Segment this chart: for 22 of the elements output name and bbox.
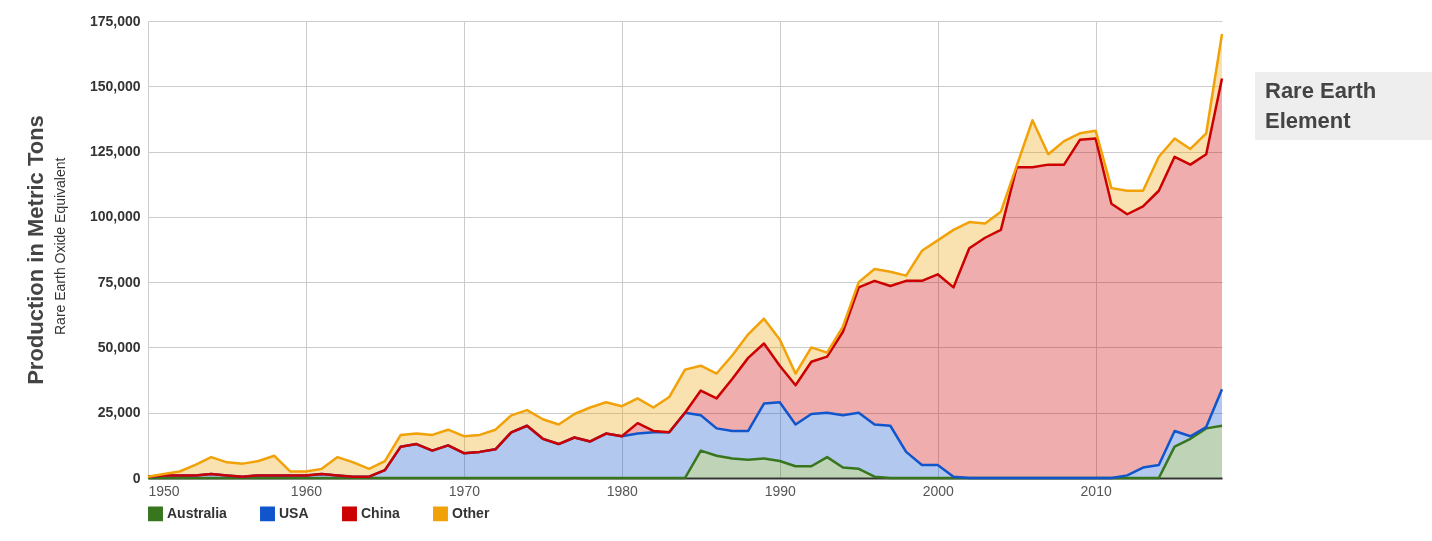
y-tick-label: 75,000 [97,273,141,290]
y-tick-label: 100,000 [89,208,141,225]
y-axis-title: Production in Metric Tons [22,115,48,385]
y-tick-label: 50,000 [97,338,141,355]
x-tick-label: 1960 [290,482,323,499]
x-tick-label: 1990 [764,482,797,499]
legend-label: Australia [167,504,228,521]
y-tick-label: 0 [132,469,141,486]
y-tick-label: 25,000 [97,404,141,421]
y-tick-label: 175,000 [89,12,141,29]
y-tick-label: 150,000 [89,77,141,94]
text: Rare Earth Element [1255,72,1432,140]
x-tick-label: 1970 [448,482,481,499]
x-tick-label: 2000 [922,482,954,499]
x-tick-label: 1950 [148,482,180,499]
x-tick-label: 1980 [606,482,639,499]
x-tick-label: 2010 [1080,482,1112,499]
legend-label: Other [452,504,490,521]
y-tick-label: 125,000 [89,143,141,160]
text: Rare Earth Oxide Equivalent [52,157,68,335]
legend-label: USA [279,504,309,521]
legend-label: China [361,504,401,521]
